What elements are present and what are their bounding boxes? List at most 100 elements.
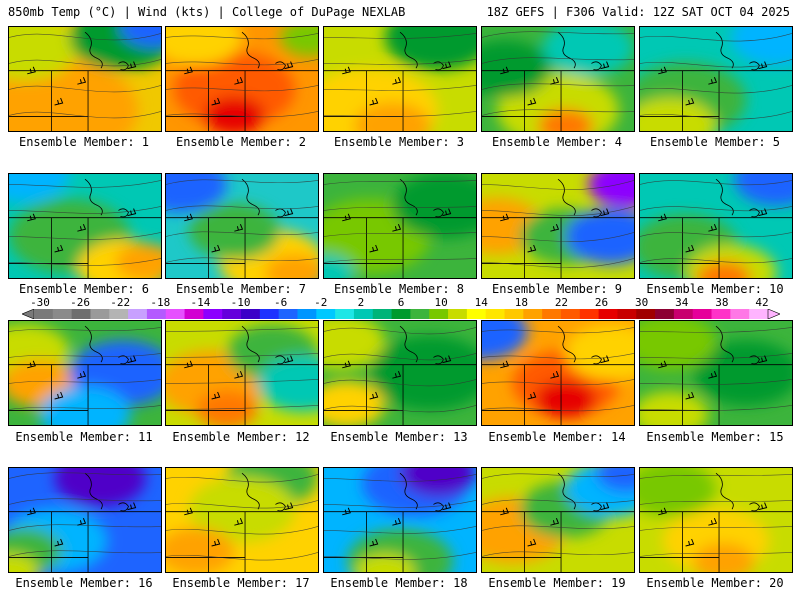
height-contours bbox=[166, 474, 318, 561]
wind-barb bbox=[708, 224, 718, 232]
colorbar-segment bbox=[165, 309, 186, 319]
height-contour bbox=[324, 33, 476, 39]
temperature-contour-region bbox=[257, 355, 318, 412]
wind-barbs bbox=[658, 502, 768, 547]
wind-barbs bbox=[342, 502, 452, 547]
temperature-map bbox=[324, 27, 476, 131]
ensemble-member-label: Ensemble Member: 15 bbox=[646, 430, 784, 444]
height-contours bbox=[324, 33, 476, 117]
height-contour bbox=[9, 472, 161, 479]
height-contour bbox=[9, 327, 161, 332]
temperature-contour-region bbox=[731, 27, 792, 66]
wind-barbs bbox=[184, 355, 294, 400]
colorbar-segment bbox=[109, 309, 129, 319]
height-contour bbox=[324, 327, 476, 335]
colorbar-segment bbox=[466, 309, 487, 319]
wind-barb bbox=[127, 208, 137, 217]
ensemble-member-label: Ensemble Member: 2 bbox=[175, 135, 307, 149]
colorbar-segment bbox=[146, 309, 167, 319]
wind-barb bbox=[234, 371, 244, 379]
height-contour bbox=[482, 379, 634, 386]
temperature-map bbox=[9, 468, 161, 572]
lake-outline bbox=[715, 31, 734, 69]
ensemble-map-panel bbox=[165, 173, 319, 279]
wind-barbs bbox=[27, 61, 137, 106]
wind-barb bbox=[342, 507, 351, 516]
wind-barb bbox=[550, 224, 560, 232]
ensemble-member-label: Ensemble Member: 13 bbox=[330, 430, 468, 444]
colorbar-tick: 26 bbox=[594, 296, 609, 309]
lake-outline bbox=[591, 61, 602, 71]
wind-barb bbox=[284, 355, 294, 364]
height-contour bbox=[166, 327, 318, 332]
wind-barbs bbox=[342, 61, 452, 106]
wind-barb bbox=[127, 502, 137, 511]
wind-barb bbox=[27, 213, 36, 222]
temperature-contour-region bbox=[482, 40, 551, 97]
height-contour bbox=[324, 258, 476, 263]
ensemble-map-panel bbox=[8, 26, 162, 132]
temperature-map bbox=[166, 468, 318, 572]
height-contour bbox=[324, 232, 476, 237]
temperature-contour-region bbox=[588, 174, 634, 208]
wind-barb bbox=[369, 97, 379, 106]
map-boundaries bbox=[324, 31, 476, 131]
height-contour bbox=[482, 327, 634, 334]
ensemble-member-label: Ensemble Member: 9 bbox=[491, 282, 623, 296]
temperature-contour-region bbox=[693, 340, 792, 406]
temperature-contour-region bbox=[734, 174, 792, 206]
height-contour bbox=[9, 353, 161, 358]
wind-barb bbox=[392, 371, 402, 379]
height-contour bbox=[166, 353, 318, 358]
wind-barb bbox=[527, 244, 537, 253]
lake-outline bbox=[118, 208, 129, 218]
colorbar-segment bbox=[542, 309, 562, 319]
lake-outline bbox=[399, 178, 418, 216]
height-contour bbox=[482, 525, 634, 531]
wind-barb bbox=[527, 538, 537, 547]
colorbar-segment bbox=[34, 309, 54, 319]
lake-outline bbox=[433, 208, 444, 218]
wind-barb bbox=[658, 507, 667, 516]
temperature-contour-region bbox=[596, 468, 634, 492]
colorbar-segment bbox=[241, 309, 261, 319]
wind-barb bbox=[211, 244, 221, 253]
height-contour bbox=[9, 258, 161, 266]
lake-outline bbox=[275, 355, 286, 365]
lake-outline bbox=[118, 502, 129, 512]
temperature-contour-region bbox=[9, 174, 70, 203]
height-contour bbox=[324, 85, 476, 91]
wind-barb bbox=[54, 538, 64, 547]
wind-barbs bbox=[658, 61, 768, 106]
height-contour bbox=[482, 499, 634, 505]
height-contours bbox=[482, 327, 634, 412]
wind-barb bbox=[685, 391, 695, 400]
wind-barb bbox=[685, 538, 695, 547]
temperature-map bbox=[324, 321, 476, 425]
temperature-contour-region bbox=[696, 261, 751, 278]
height-contours bbox=[324, 327, 476, 413]
height-contour bbox=[482, 473, 634, 479]
colorbar-segment bbox=[692, 309, 713, 319]
colorbar-segment bbox=[335, 309, 355, 319]
colorbar-segment bbox=[372, 309, 393, 319]
colorbar-tick: 10 bbox=[434, 296, 448, 309]
height-contour bbox=[640, 33, 792, 42]
temperature-map bbox=[482, 174, 634, 278]
ensemble-map-panel bbox=[481, 467, 635, 573]
colorbar-tick: -14 bbox=[190, 296, 211, 309]
height-contour bbox=[482, 551, 634, 557]
temperature-contour-region bbox=[538, 108, 593, 131]
temperature-contour-region bbox=[196, 390, 258, 425]
colorbar-tick: -10 bbox=[230, 296, 251, 309]
height-contour bbox=[166, 552, 318, 561]
wind-barb bbox=[658, 360, 667, 369]
ensemble-member-label: Ensemble Member: 7 bbox=[175, 282, 307, 296]
temperature-map bbox=[482, 468, 634, 572]
height-contour bbox=[9, 180, 161, 188]
wind-barb bbox=[234, 77, 244, 85]
temperature-map bbox=[9, 174, 161, 278]
height-contour bbox=[482, 109, 634, 116]
height-contour bbox=[166, 179, 318, 185]
height-contour bbox=[166, 257, 318, 263]
